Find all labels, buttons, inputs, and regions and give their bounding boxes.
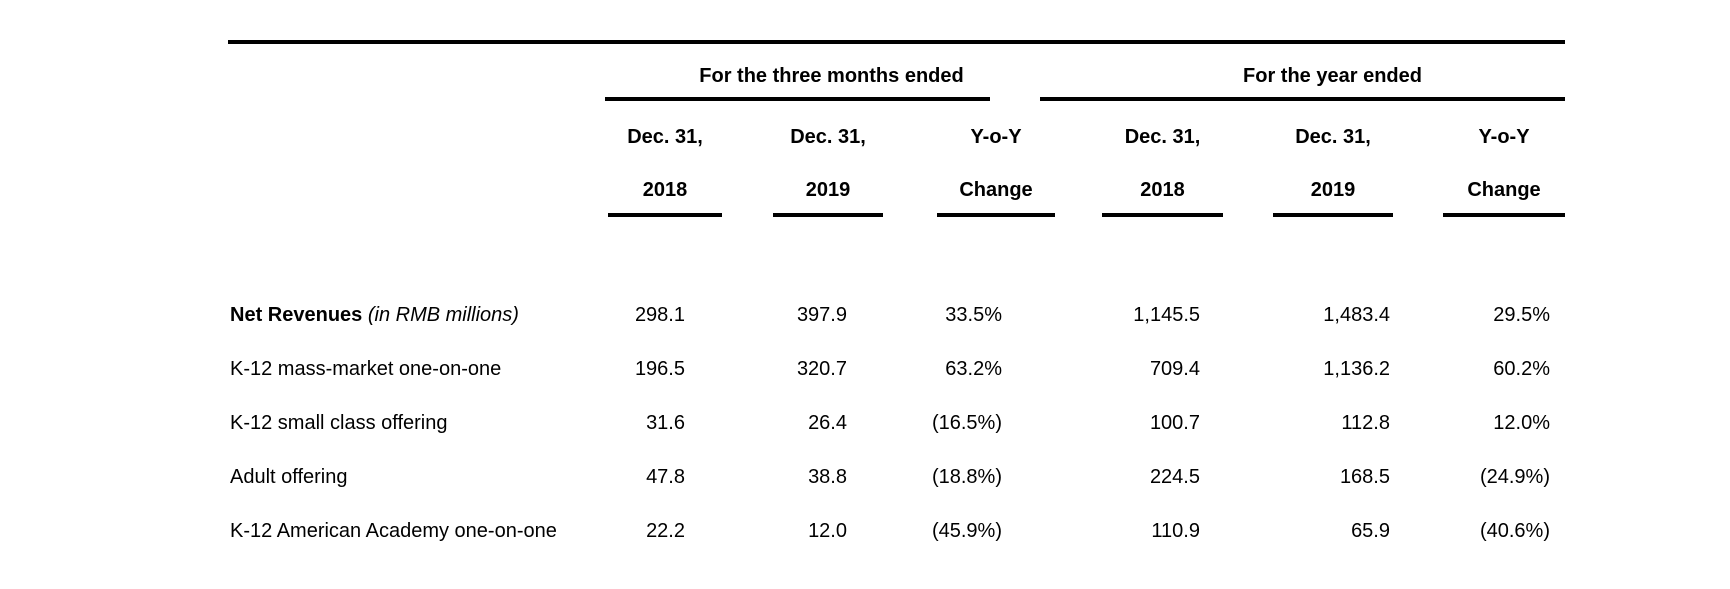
row-label-text: Adult offering xyxy=(230,466,348,488)
col-header-line1: Y-o-Y xyxy=(1478,126,1530,148)
value-cell: 112.8 xyxy=(1341,412,1390,434)
value-cell: 12.0 xyxy=(808,520,847,542)
col-header-3mo-2019: Dec. 31, 2019 xyxy=(773,126,883,201)
value-cell: 168.5 xyxy=(1339,466,1390,488)
col-header-line2: 2018 xyxy=(1140,179,1185,201)
col-header-line2: 2019 xyxy=(805,179,851,201)
value-cell: 65.9 xyxy=(1351,520,1390,542)
col-header-year-2018: Dec. 31, 2018 xyxy=(1102,126,1223,201)
row-label-adult-offering: Adult offering xyxy=(230,466,570,488)
row-label-text: K-12 American Academy one-on-one xyxy=(230,520,557,542)
value-cell: 1,483.4 xyxy=(1323,304,1390,326)
row-label-text: K-12 mass-market one-on-one xyxy=(230,358,502,380)
group-header-year: For the year ended xyxy=(1243,65,1422,87)
col-header-line1: Dec. 31, xyxy=(1295,126,1371,148)
value-cell: (45.9%) xyxy=(931,520,1002,542)
col2-underline xyxy=(773,213,883,217)
col-header-year-yoy: Y-o-Y Change xyxy=(1443,126,1565,201)
col3-underline xyxy=(937,213,1055,217)
col-header-line1: Dec. 31, xyxy=(1124,126,1201,148)
three-months-group-rule xyxy=(605,97,990,101)
col-header-line2: 2019 xyxy=(1310,179,1356,201)
value-cell: 47.8 xyxy=(646,466,685,488)
row-label-text: K-12 small class offering xyxy=(230,412,448,434)
value-cell: 298.1 xyxy=(634,304,685,326)
value-cell: 31.6 xyxy=(646,412,685,434)
value-cell: 60.2% xyxy=(1493,358,1550,380)
row-label-k12-mass-market: K-12 mass-market one-on-one xyxy=(230,358,570,380)
value-cell: 1,136.2 xyxy=(1323,358,1390,380)
value-cell: 110.9 xyxy=(1151,520,1200,542)
col-header-line1: Dec. 31, xyxy=(627,126,703,148)
year-group-rule xyxy=(1040,97,1565,101)
value-cell: 320.7 xyxy=(796,358,847,380)
value-cell: 12.0% xyxy=(1493,412,1550,434)
value-cell: 1,145.5 xyxy=(1133,304,1200,326)
col-header-3mo-yoy: Y-o-Y Change xyxy=(937,126,1055,201)
value-cell: (40.6%) xyxy=(1479,520,1550,542)
value-cell: 33.5% xyxy=(945,304,1002,326)
value-cell: 196.5 xyxy=(634,358,685,380)
col6-underline xyxy=(1443,213,1565,217)
col1-underline xyxy=(608,213,722,217)
row-label-k12-american-academy: K-12 American Academy one-on-one xyxy=(230,520,570,542)
value-cell: 26.4 xyxy=(808,412,847,434)
col5-underline xyxy=(1273,213,1393,217)
value-cell: 63.2% xyxy=(945,358,1002,380)
row-label-net-revenues: Net Revenues (in RMB millions) xyxy=(230,304,570,326)
row-label-text: Net Revenues xyxy=(230,304,363,326)
value-cell: 38.8 xyxy=(808,466,847,488)
value-cell: 29.5% xyxy=(1493,304,1550,326)
col-header-3mo-2018: Dec. 31, 2018 xyxy=(608,126,722,201)
value-cell: 709.4 xyxy=(1149,358,1200,380)
value-cell: (16.5%) xyxy=(931,412,1002,434)
value-cell: 224.5 xyxy=(1149,466,1200,488)
value-cell: (24.9%) xyxy=(1479,466,1550,488)
value-cell: 100.7 xyxy=(1149,412,1200,434)
group-header-three-months: For the three months ended xyxy=(699,65,964,87)
col4-underline xyxy=(1102,213,1223,217)
table-top-rule xyxy=(228,40,1565,44)
col-header-line2: Change xyxy=(1467,179,1541,201)
col-header-line1: Dec. 31, xyxy=(790,126,866,148)
value-cell: 22.2 xyxy=(646,520,685,542)
col-header-year-2019: Dec. 31, 2019 xyxy=(1273,126,1393,201)
row-label-k12-small-class: K-12 small class offering xyxy=(230,412,570,434)
row-label-note: (in RMB millions) xyxy=(362,304,519,326)
col-header-line2: Change xyxy=(959,179,1033,201)
col-header-line2: 2018 xyxy=(642,179,688,201)
value-cell: 397.9 xyxy=(796,304,847,326)
value-cell: (18.8%) xyxy=(931,466,1002,488)
col-header-line1: Y-o-Y xyxy=(970,126,1022,148)
